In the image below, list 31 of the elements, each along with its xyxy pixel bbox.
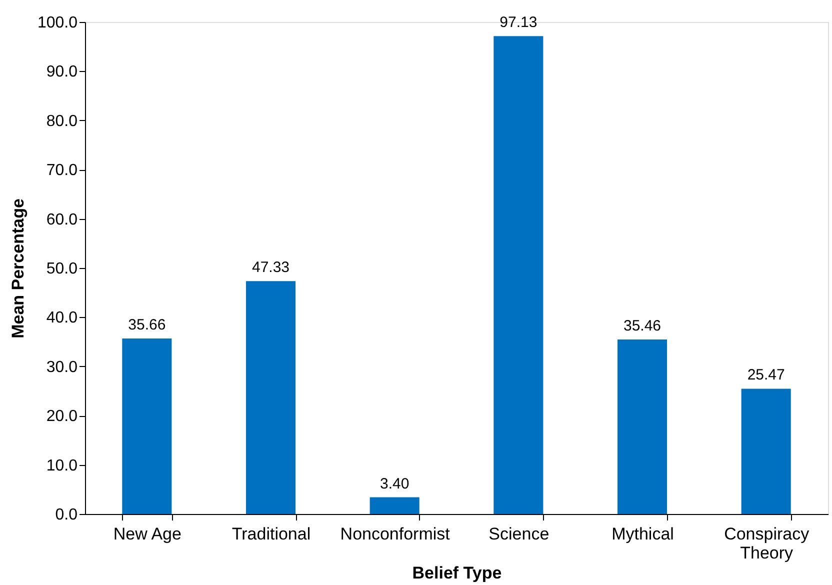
y-tick-label: 100.0 — [37, 14, 78, 32]
bar — [741, 388, 791, 514]
y-tick-label: 40.0 — [46, 310, 78, 327]
x-tick-label: Conspiracy Theory — [724, 524, 810, 562]
data-label: 47.33 — [252, 259, 290, 276]
y-tick-label: 50.0 — [46, 260, 78, 278]
x-tick-label: New Age — [113, 524, 182, 544]
y-tick-label: 30.0 — [46, 358, 78, 376]
x-tick-label: Traditional — [232, 524, 311, 544]
bar — [617, 340, 668, 514]
y-tick-label: 70.0 — [46, 162, 78, 180]
y-tick-label: 10.0 — [46, 457, 78, 474]
x-tick-label: Science — [488, 524, 550, 544]
y-tick-label: 0.0 — [55, 506, 78, 524]
bar — [122, 338, 172, 514]
x-tick-label: Nonconformist — [340, 524, 450, 544]
bar — [370, 497, 420, 514]
y-tick-label: 90.0 — [46, 64, 78, 81]
y-axis-title: Mean Percentage — [8, 198, 28, 338]
data-label: 35.46 — [623, 318, 662, 335]
data-label: 3.40 — [380, 475, 410, 492]
y-tick-label: 60.0 — [46, 211, 78, 228]
y-tick-label: 80.0 — [46, 112, 78, 130]
bar — [494, 36, 544, 514]
bar — [246, 281, 296, 514]
data-label: 25.47 — [747, 366, 785, 384]
x-axis-title: Belief Type — [412, 564, 502, 582]
y-tick-label: 20.0 — [46, 408, 78, 426]
data-label: 35.66 — [128, 316, 166, 334]
data-label: 97.13 — [500, 14, 538, 32]
x-tick-label: Mythical — [612, 524, 674, 544]
